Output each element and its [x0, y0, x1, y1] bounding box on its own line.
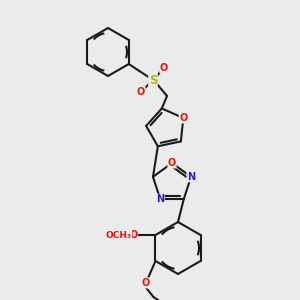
Text: O: O — [129, 230, 138, 240]
Text: O: O — [160, 63, 168, 73]
Text: O: O — [141, 278, 150, 288]
Text: N: N — [187, 172, 195, 182]
Text: N: N — [156, 194, 164, 204]
Text: O: O — [168, 158, 176, 168]
Text: O: O — [137, 87, 145, 97]
Text: OCH₃: OCH₃ — [106, 230, 131, 239]
Text: S: S — [149, 74, 157, 86]
Text: O: O — [179, 113, 188, 123]
